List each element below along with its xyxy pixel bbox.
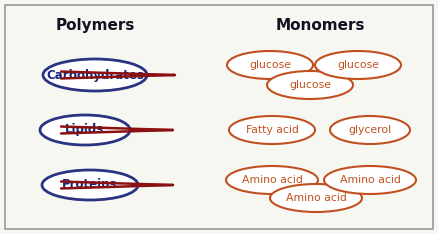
Text: glucose: glucose [249,60,291,70]
Ellipse shape [42,170,138,200]
Text: Carbohydrates: Carbohydrates [46,69,144,81]
Text: glucose: glucose [337,60,379,70]
Ellipse shape [227,51,313,79]
Text: Proteins: Proteins [62,179,118,191]
Ellipse shape [226,166,318,194]
Ellipse shape [270,184,362,212]
Text: Amino acid: Amino acid [339,175,400,185]
Text: Amino acid: Amino acid [242,175,302,185]
Ellipse shape [229,116,315,144]
Text: glycerol: glycerol [349,125,392,135]
Text: Monomers: Monomers [275,18,365,33]
Text: Polymers: Polymers [55,18,135,33]
Ellipse shape [267,71,353,99]
Ellipse shape [43,59,147,91]
Text: Amino acid: Amino acid [286,193,346,203]
Text: Fatty acid: Fatty acid [246,125,298,135]
Ellipse shape [324,166,416,194]
Text: Lipids: Lipids [65,124,105,136]
Ellipse shape [330,116,410,144]
Ellipse shape [315,51,401,79]
Ellipse shape [40,115,130,145]
Text: glucose: glucose [289,80,331,90]
